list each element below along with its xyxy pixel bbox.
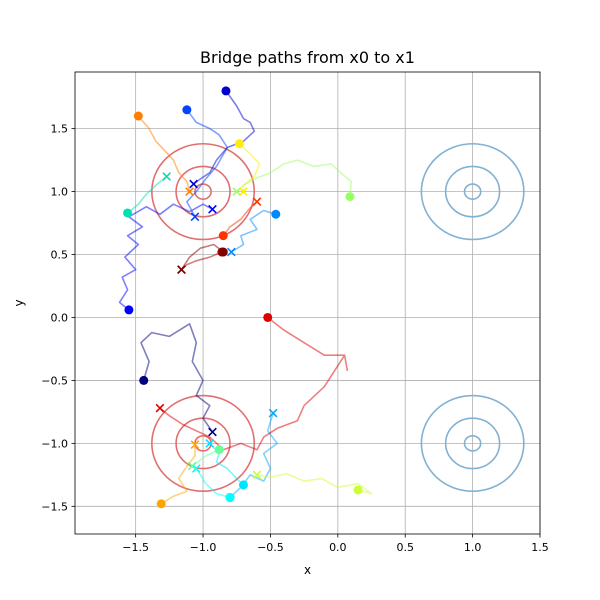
start-point-marker [263,313,272,322]
x-tick-label: 0.5 [396,541,414,554]
series-path [187,110,227,217]
start-point-marker [124,305,133,314]
end-point-marker [209,205,217,213]
x-tick-label: −1.5 [122,541,149,554]
start-point-marker [215,445,224,454]
x-tick-label: 0.0 [329,541,347,554]
x-axis-ticks: −1.5 −1.0 −0.5 0.0 0.5 1.0 1.5 [122,534,548,554]
start-point-marker [219,231,228,240]
end-point-marker [253,198,261,206]
y-tick-label: 0.0 [51,311,69,324]
end-point-marker [190,180,198,188]
x-tick-label: −0.5 [257,541,284,554]
start-point-marker [157,499,166,508]
start-point-marker [354,485,363,494]
y-axis-label: y [12,299,26,306]
y-tick-label: 1.5 [51,123,69,136]
start-point-marker [226,493,235,502]
y-tick-label: 0.5 [51,249,69,262]
plot-frame [75,72,540,534]
start-point-marker [239,480,248,489]
start-point-marker [221,86,230,95]
start-point-marker [235,139,244,148]
end-point-marker [163,173,171,181]
x-axis-label: x [304,563,311,577]
series-path [141,324,213,432]
start-point-marker [139,376,148,385]
y-tick-label: −1.5 [41,500,68,513]
series-path [182,245,224,270]
end-point-marker [209,428,217,436]
start-point-marker [219,248,228,257]
x-tick-label: 1.0 [464,541,482,554]
end-point-marker [156,404,164,412]
y-tick-label: −1.0 [41,437,68,450]
series-path [239,144,259,192]
series-paths [120,91,372,504]
y-tick-label: 1.0 [51,186,69,199]
grid [75,72,540,534]
series-path [160,318,347,450]
start-point-marker [134,112,143,121]
series-path [192,450,219,466]
x-tick-label: 1.5 [531,541,549,554]
start-point-marker [271,210,280,219]
y-axis-ticks: −1.5 −1.0 −0.5 0.0 0.5 1.0 1.5 [41,123,75,514]
series-path [196,469,230,498]
y-tick-label: −0.5 [41,374,68,387]
start-point-marker [123,208,132,217]
end-point-marker [178,266,186,274]
x-tick-label: −1.0 [190,541,217,554]
start-point-marker [345,192,354,201]
chart-title: Bridge paths from x0 to x1 [200,48,415,67]
start-point-marker [182,105,191,114]
series-path [231,211,275,253]
